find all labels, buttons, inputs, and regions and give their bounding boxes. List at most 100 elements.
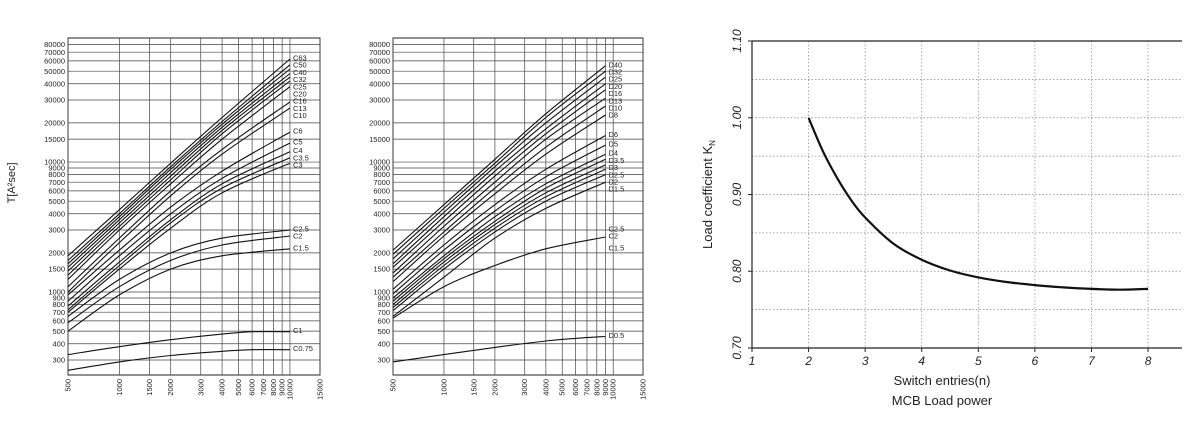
y-tick-label: 7000 (48, 178, 65, 187)
y-tick-label: 30000 (44, 96, 65, 105)
x-tick-label: 5000 (558, 379, 567, 396)
x-tick-label: 1 (749, 354, 756, 368)
curve-label: D10 (608, 104, 622, 113)
curve-label: D1.5 (608, 185, 624, 194)
curve-label: D6 (608, 130, 618, 139)
chart-subtitle: MCB Load power (892, 393, 993, 408)
y-tick-label: 70000 (369, 48, 390, 57)
curve-label: C25 (293, 82, 307, 91)
x-tick-label: 15000 (316, 379, 325, 400)
x-tick-label: 8000 (592, 379, 601, 396)
series-curve (392, 97, 606, 274)
y-tick-label: 300 (377, 356, 390, 365)
series-curve (67, 131, 291, 296)
series-curve (392, 168, 606, 308)
series-curve (392, 144, 606, 295)
x-axis-title: Switch entries(n) (894, 373, 991, 388)
curve-label: C5 (293, 138, 303, 147)
series-curve (392, 158, 606, 302)
y-tick-label: 60000 (369, 56, 390, 65)
series-curve (392, 135, 606, 290)
y-tick-label: 4000 (373, 209, 390, 218)
series-curve (67, 235, 291, 324)
curve-label: D4 (608, 149, 618, 158)
curve-label: C1 (293, 326, 303, 335)
y-tick-label: 400 (52, 339, 65, 348)
x-tick-label: 7000 (259, 379, 268, 396)
y-tick-label: 500 (52, 327, 65, 336)
y-tick-label: 70000 (44, 48, 65, 57)
curve-label: D5 (608, 140, 618, 149)
x-tick-label: 10000 (609, 379, 618, 400)
series-curve (392, 335, 606, 363)
x-tick-label: 10000 (285, 379, 294, 400)
curve-label: D40 (608, 60, 622, 69)
x-tick-label: 500 (389, 379, 398, 392)
curve-label: D25 (608, 75, 622, 84)
x-tick-label: 3000 (196, 379, 205, 396)
curve-label: D0.5 (608, 331, 624, 340)
x-tick-label: 1000 (439, 379, 448, 396)
y-tick-label: 15000 (369, 135, 390, 144)
y-tick-label: 1.00 (730, 106, 744, 130)
curve-label: C1.5 (293, 243, 309, 252)
curve-label: D3.5 (608, 156, 624, 165)
curve-label: D8 (608, 111, 618, 120)
y-tick-label: 0.70 (730, 336, 744, 360)
y-tick-label: 80000 (44, 40, 65, 49)
y-tick-label: 300 (52, 356, 65, 365)
y-tick-label: 7000 (373, 178, 390, 187)
y-tick-label: 900 (52, 294, 65, 303)
series-curve (67, 151, 291, 307)
y-tick-label: 900 (377, 294, 390, 303)
y-axis-title: T[A²sec] (6, 162, 18, 203)
y-tick-label: 30000 (369, 96, 390, 105)
curve-label: C50 (293, 61, 307, 70)
series-curve (67, 248, 291, 332)
series-curve (67, 107, 291, 293)
series-curve (392, 236, 606, 319)
series-curve (392, 105, 606, 278)
y-tick-label: 9000 (48, 164, 65, 173)
y-tick-label: 9000 (373, 164, 390, 173)
y-tick-label: 8000 (373, 170, 390, 179)
curve-label: C2.5 (293, 225, 309, 234)
y-tick-label: 400 (377, 339, 390, 348)
load-coefficient-chart: 1 2 3 4 5 6 7 8 0.70 0.80 0.90 1.00 1.10 Switch entri… (700, 29, 1182, 408)
series-curve (67, 80, 291, 276)
curve-label: C20 (293, 90, 307, 99)
curve-label: D13 (608, 96, 622, 105)
y-tick-label: 60000 (44, 56, 65, 65)
x-tick-label: 4 (918, 354, 925, 368)
y-tick-label: 600 (52, 316, 65, 325)
curve-label: C3.5 (293, 153, 309, 162)
curve-label: D2.5 (608, 170, 624, 179)
series-curve (392, 164, 606, 306)
series-curve (392, 89, 606, 268)
x-tick-label: 5 (975, 354, 982, 368)
y-tick-label: 600 (377, 316, 390, 325)
y-axis-title: Load coefficient KN (700, 140, 717, 249)
series-curve (67, 142, 291, 302)
x-tick-label: 2000 (166, 379, 175, 396)
curve-label: D3 (608, 163, 618, 172)
series-curve (67, 330, 291, 356)
series-curve (67, 162, 291, 313)
x-tick-label: 6000 (248, 379, 257, 396)
y-tick-label: 20000 (369, 119, 390, 128)
y-axis-title-subscript: N (708, 140, 717, 146)
x-tick-label: 7 (1088, 354, 1096, 368)
curve-label: C4 (293, 146, 303, 155)
series-curve (67, 157, 291, 311)
curve-label: C13 (293, 104, 307, 113)
x-tick-label: 1000 (115, 379, 124, 396)
curve-label: C2 (293, 232, 303, 241)
y-tick-label: 20000 (44, 119, 65, 128)
series-curve (67, 58, 291, 257)
x-tick-label: 5000 (234, 379, 243, 396)
x-tick-label: 8 (1145, 354, 1152, 368)
x-tick-label: 3 (862, 354, 869, 368)
y-tick-label: 40000 (369, 79, 390, 88)
y-tick-label: 500 (377, 327, 390, 336)
